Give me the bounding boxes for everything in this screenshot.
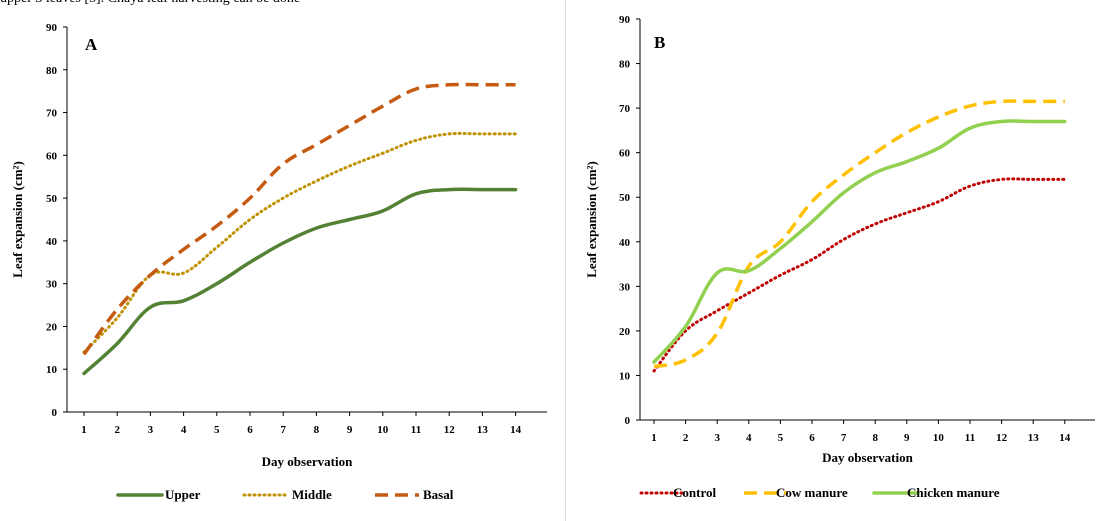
- x-tick-label: 1: [81, 424, 87, 436]
- series-line-middle: [82, 131, 518, 354]
- y-tick-label: 50: [46, 193, 58, 205]
- y-tick-label: 20: [46, 321, 58, 333]
- x-tick-label: 7: [841, 432, 847, 444]
- y-tick-label: 20: [619, 326, 631, 338]
- y-tick-label: 70: [46, 108, 58, 120]
- x-tick-label: 6: [247, 424, 253, 436]
- x-tick-label: 7: [280, 424, 286, 436]
- x-tick-label: 14: [1059, 432, 1071, 444]
- x-tick-label: 5: [214, 424, 220, 436]
- y-tick-label: 10: [46, 364, 58, 376]
- y-axis-title: Leaf expansion (cm²): [10, 161, 25, 278]
- y-tick-label: 60: [619, 148, 631, 160]
- x-tick-label: 12: [996, 432, 1008, 444]
- x-tick-label: 12: [444, 424, 456, 436]
- x-tick-label: 5: [778, 432, 784, 444]
- x-tick-label: 11: [411, 424, 421, 436]
- x-tick-label: 2: [114, 424, 120, 436]
- legend-label-chicken-manure: Chicken manure: [907, 485, 1000, 500]
- panel-divider: [565, 0, 566, 521]
- y-tick-label: 0: [625, 415, 631, 427]
- x-tick-label: 13: [477, 424, 489, 436]
- series-line-basal: [82, 82, 516, 356]
- x-tick-label: 13: [1028, 432, 1040, 444]
- y-tick-label: 10: [619, 370, 631, 382]
- y-tick-label: 70: [619, 103, 631, 115]
- legend-label-cow-manure: Cow manure: [776, 485, 848, 500]
- x-tick-label: 4: [746, 432, 752, 444]
- x-tick-label: 8: [872, 432, 878, 444]
- series-line-control: [652, 177, 1067, 373]
- x-tick-label: 3: [148, 424, 154, 436]
- x-tick-label: 10: [377, 424, 389, 436]
- series-line-cow-manure: [653, 99, 1065, 369]
- y-tick-label: 30: [619, 281, 631, 293]
- x-axis-title: Day observation: [822, 450, 913, 465]
- x-tick-label: 4: [181, 424, 187, 436]
- x-tick-label: 1: [651, 432, 657, 444]
- x-tick-label: 2: [683, 432, 689, 444]
- x-tick-label: 11: [965, 432, 975, 444]
- series-line-upper: [82, 187, 518, 376]
- y-tick-label: 40: [619, 237, 631, 249]
- legend-label-control: Control: [673, 485, 716, 500]
- x-tick-label: 6: [809, 432, 815, 444]
- x-tick-label: 3: [714, 432, 720, 444]
- x-tick-label: 8: [314, 424, 320, 436]
- y-tick-label: 80: [619, 59, 631, 71]
- series-line-chicken-manure: [652, 119, 1067, 364]
- legend-label-upper: Upper: [165, 487, 201, 502]
- y-axis-title: Leaf expansion (cm²): [584, 161, 599, 278]
- x-tick-label: 10: [933, 432, 945, 444]
- panel-label: A: [85, 35, 98, 54]
- y-tick-label: 30: [46, 279, 58, 291]
- y-tick-label: 0: [52, 407, 58, 419]
- y-tick-label: 40: [46, 236, 58, 248]
- x-tick-label: 9: [904, 432, 910, 444]
- y-tick-label: 50: [619, 192, 631, 204]
- legend-label-middle: Middle: [292, 487, 332, 502]
- x-axis-title: Day observation: [262, 454, 353, 469]
- y-tick-label: 90: [619, 14, 631, 26]
- x-tick-label: 9: [347, 424, 353, 436]
- legend-label-basal: Basal: [423, 487, 454, 502]
- y-tick-label: 60: [46, 150, 58, 162]
- x-tick-label: 14: [510, 424, 522, 436]
- body-text-fragment: upper 3 leaves [5]. Chaya leaf harvestin…: [0, 0, 560, 9]
- y-tick-label: 90: [46, 22, 58, 34]
- panel-label: B: [654, 33, 665, 52]
- y-tick-label: 80: [46, 65, 58, 77]
